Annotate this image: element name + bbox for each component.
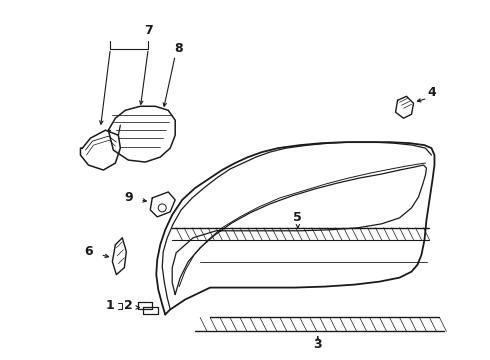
Text: 9: 9 <box>124 192 133 204</box>
Text: 6: 6 <box>84 245 93 258</box>
Text: 5: 5 <box>294 211 302 224</box>
Text: 7: 7 <box>144 24 153 37</box>
Text: 1: 1 <box>106 299 115 312</box>
Text: 3: 3 <box>314 338 322 351</box>
Text: 8: 8 <box>174 42 182 55</box>
Text: 2: 2 <box>124 299 133 312</box>
Text: 4: 4 <box>427 86 436 99</box>
